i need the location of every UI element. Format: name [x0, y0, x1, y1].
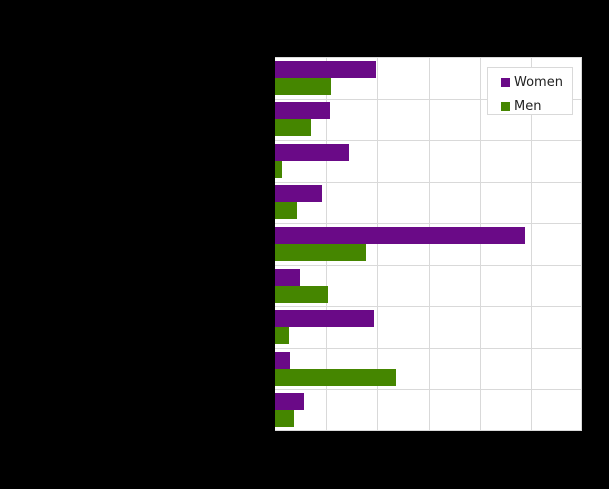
bar-men	[275, 78, 331, 95]
gridline-horizontal	[275, 140, 581, 141]
gridline-horizontal	[275, 223, 581, 224]
gridline-horizontal	[275, 265, 581, 266]
bar-men	[275, 410, 294, 427]
legend: Women Men	[487, 67, 573, 115]
bar-men	[275, 161, 282, 178]
legend-swatch-women	[501, 77, 510, 87]
bar-men	[275, 244, 366, 261]
bar-men	[275, 327, 289, 344]
gridline-horizontal	[275, 306, 581, 307]
gridline-horizontal	[275, 389, 581, 390]
legend-label-women: Women	[514, 74, 563, 90]
bar-women	[275, 352, 290, 369]
gridline-vertical	[531, 57, 532, 430]
bar-women	[275, 144, 349, 161]
bar-women	[275, 102, 330, 119]
bar-men	[275, 369, 396, 386]
gridline-horizontal	[275, 99, 581, 100]
gridline-horizontal	[275, 348, 581, 349]
bar-men	[275, 202, 297, 219]
bar-women	[275, 269, 300, 286]
legend-item-women: Women	[501, 74, 563, 90]
legend-item-men: Men	[501, 98, 542, 114]
bar-men	[275, 286, 328, 303]
bar-women	[275, 227, 525, 244]
gridline-horizontal	[275, 182, 581, 183]
bar-women	[275, 61, 376, 78]
bar-women	[275, 393, 304, 410]
bar-men	[275, 119, 311, 136]
plot-area	[275, 57, 582, 431]
bar-women	[275, 185, 322, 202]
legend-label-men: Men	[514, 98, 542, 114]
bar-women	[275, 310, 374, 327]
gridline-horizontal	[275, 57, 581, 58]
legend-swatch-men	[501, 101, 510, 111]
